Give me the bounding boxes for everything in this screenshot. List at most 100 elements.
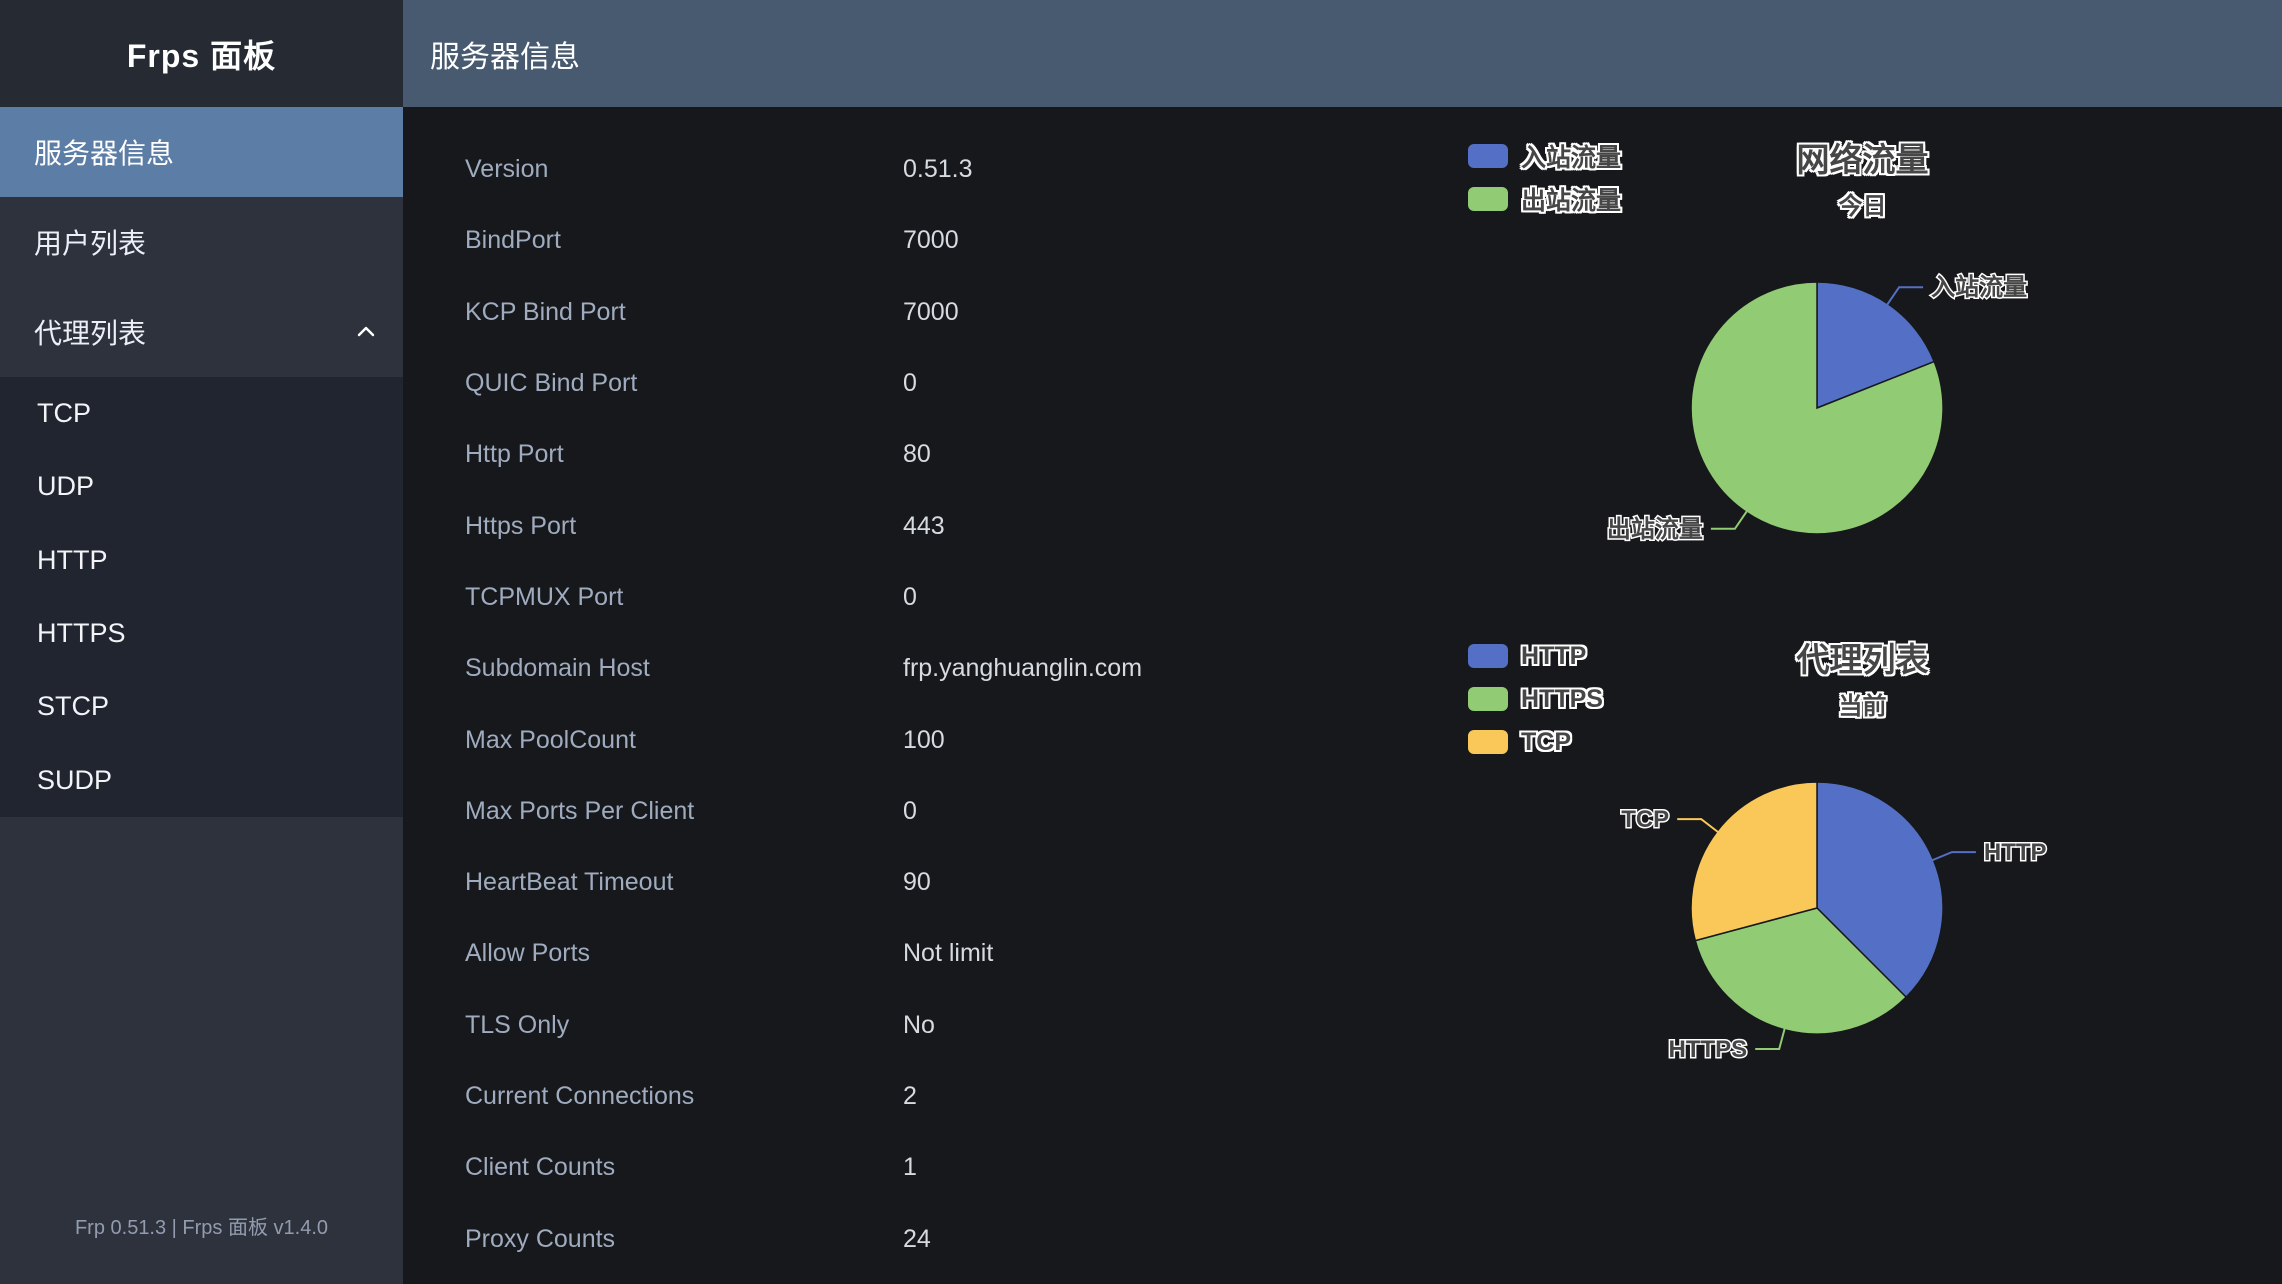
info-value: 7000 xyxy=(903,297,959,326)
pie-slice-label: 入站流量 xyxy=(1931,274,2027,301)
info-label: Proxy Counts xyxy=(465,1224,616,1253)
info-value: 80 xyxy=(903,440,931,469)
menu-item-label: 代理列表 xyxy=(34,318,147,349)
info-label: Https Port xyxy=(465,511,577,540)
info-label: Max Ports Per Client xyxy=(465,796,695,825)
sidebar-item-server-info[interactable]: 服务器信息 xyxy=(0,107,403,197)
legend-label: 出站流量 xyxy=(1521,187,1622,215)
info-row: Version 0.51.3 xyxy=(465,134,1445,205)
chevron-up-icon xyxy=(357,326,375,337)
legend-swatch xyxy=(1468,144,1508,168)
legend-item-HTTP[interactable]: HTTP xyxy=(1468,641,1603,670)
info-label: TCPMUX Port xyxy=(465,582,624,611)
info-row: Current Connections 2 xyxy=(465,1061,1445,1132)
pie-slice-label: 出站流量 xyxy=(1607,516,1703,543)
info-label: TLS Only xyxy=(465,1010,570,1039)
info-value: 0 xyxy=(903,369,917,398)
info-value: 0.51.3 xyxy=(903,155,973,184)
legend-label: TCP xyxy=(1521,727,1571,756)
pie-slice-label: HTTP xyxy=(1984,839,2047,866)
submenu-item-label: HTTPS xyxy=(37,618,126,649)
sidebar-item-user-list[interactable]: 用户列表 xyxy=(0,197,403,287)
sidebar: Frps 面板 服务器信息 用户列表 代理列表 TCP UDP HTTP xyxy=(0,0,403,1284)
legend-label: 入站流量 xyxy=(1521,144,1622,172)
info-row: Max Ports Per Client 0 xyxy=(465,776,1445,847)
legend-swatch xyxy=(1468,730,1508,754)
pie-label-line xyxy=(1710,510,1749,530)
sidebar-subitem-tcp[interactable]: TCP xyxy=(0,377,403,450)
info-row: Max PoolCount 100 xyxy=(465,704,1445,775)
info-label: Current Connections xyxy=(465,1082,695,1110)
proxy-type-submenu: TCP UDP HTTP HTTPS STCP SUDP xyxy=(0,377,403,817)
info-row: Http Port 80 xyxy=(465,419,1445,490)
info-label: Client Counts xyxy=(465,1153,616,1182)
legend-swatch xyxy=(1468,187,1508,211)
info-value: 100 xyxy=(903,725,945,754)
proxy-list-pie: HTTP HTTPS TCP xyxy=(1620,781,2048,1065)
submenu-item-label: STCP xyxy=(37,691,110,722)
info-label: Allow Ports xyxy=(465,939,591,968)
version-footer: Frp 0.51.3 | Frps 面板 v1.4.0 xyxy=(74,1217,329,1239)
page-title: 服务器信息 xyxy=(430,40,580,74)
sidebar-subitem-stcp[interactable]: STCP xyxy=(0,670,403,743)
info-value: 24 xyxy=(903,1224,931,1253)
info-row: Proxy Counts 24 xyxy=(465,1203,1445,1274)
sidebar-subitem-sudp[interactable]: SUDP xyxy=(0,743,403,816)
info-value: 2 xyxy=(903,1082,917,1110)
legend-item-出站流量[interactable]: 出站流量 xyxy=(1468,187,1621,215)
app-logo-bar: Frps 面板 xyxy=(0,0,403,107)
sidebar-subitem-https[interactable]: HTTPS xyxy=(0,597,403,670)
info-label: Max PoolCount xyxy=(465,725,636,754)
sidebar-item-proxy-list[interactable]: 代理列表 xyxy=(0,287,403,377)
info-label: QUIC Bind Port xyxy=(465,369,638,398)
legend-item-入站流量[interactable]: 入站流量 xyxy=(1468,144,1621,172)
charts-panel: 入站流量 出站流量 网络流量 今日 入站流量 出站流量 HTTP HTTPS TCP 代… xyxy=(1443,107,2282,1284)
pie-label-line xyxy=(1931,851,1976,862)
page-header: 服务器信息 xyxy=(403,0,2282,107)
legend-label: HTTP xyxy=(1521,641,1587,670)
legend-item-HTTPS[interactable]: HTTPS xyxy=(1468,684,1603,713)
info-label: HeartBeat Timeout xyxy=(465,868,674,897)
legend-label: HTTPS xyxy=(1521,684,1603,713)
info-value: 90 xyxy=(903,868,931,897)
info-row: Client Counts 1 xyxy=(465,1132,1445,1203)
pie-label-line xyxy=(1677,818,1720,834)
menu-item-label: 服务器信息 xyxy=(34,138,175,169)
pie-label-line xyxy=(1755,1027,1786,1050)
submenu-item-label: UDP xyxy=(37,471,95,502)
main-content: Version 0.51.3 BindPort 7000 KCP Bind Port 70… xyxy=(403,107,2282,1284)
legend-swatch xyxy=(1468,687,1508,711)
submenu-item-label: HTTP xyxy=(37,544,108,575)
info-value: Not limit xyxy=(903,939,994,968)
submenu-item-label: TCP xyxy=(37,398,91,429)
info-row: HeartBeat Timeout 90 xyxy=(465,847,1445,918)
submenu-item-label: SUDP xyxy=(37,764,113,795)
info-value: 443 xyxy=(903,511,945,540)
chart-legend: HTTP HTTPS TCP xyxy=(1468,641,1603,773)
info-row: QUIC Bind Port 0 xyxy=(465,348,1445,419)
sidebar-menu: 服务器信息 用户列表 代理列表 TCP UDP HTTP HTTPS xyxy=(0,107,403,817)
info-row: TLS Only No xyxy=(465,990,1445,1061)
menu-item-label: 用户列表 xyxy=(34,228,147,259)
sidebar-subitem-udp[interactable]: UDP xyxy=(0,450,403,523)
info-row: BindPort 7000 xyxy=(465,205,1445,276)
chart-legend: 入站流量 出站流量 xyxy=(1468,144,1621,230)
proxy-list-chart: HTTP HTTPS TCP 代理列表 当前 HTTP HTTPS TCP xyxy=(1443,607,2282,1107)
server-info-list: Version 0.51.3 BindPort 7000 KCP Bind Port 70… xyxy=(465,134,1445,1275)
info-row: KCP Bind Port 7000 xyxy=(465,277,1445,348)
sidebar-subitem-http[interactable]: HTTP xyxy=(0,524,403,597)
legend-item-TCP[interactable]: TCP xyxy=(1468,727,1603,756)
info-row: Https Port 443 xyxy=(465,490,1445,561)
network-traffic-chart: 入站流量 出站流量 网络流量 今日 入站流量 出站流量 xyxy=(1443,107,2282,607)
info-value: No xyxy=(903,1010,935,1039)
pie-slice-label: TCP xyxy=(1621,806,1669,833)
info-label: Subdomain Host xyxy=(465,654,650,683)
info-row: TCPMUX Port 0 xyxy=(465,562,1445,633)
info-label: Version xyxy=(465,155,549,184)
info-label: Http Port xyxy=(465,440,564,469)
info-value: 7000 xyxy=(903,226,959,255)
pie-label-line xyxy=(1885,286,1924,306)
info-value: 1 xyxy=(903,1153,917,1182)
app-title: Frps 面板 xyxy=(126,37,277,74)
